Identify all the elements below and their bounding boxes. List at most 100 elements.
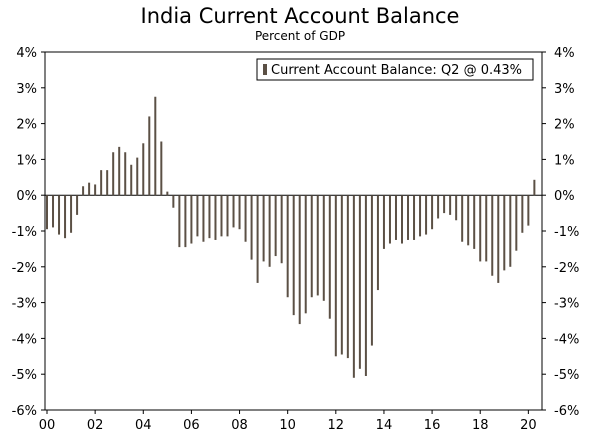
bar <box>316 195 319 296</box>
x-tick-label: 06 <box>183 418 200 433</box>
y-tick-label-left: -2% <box>12 261 37 276</box>
bar <box>148 116 151 196</box>
bar <box>172 195 175 208</box>
y-tick-label-right: 4% <box>554 46 575 61</box>
y-tick-label-left: 2% <box>16 118 37 133</box>
bar <box>388 195 391 244</box>
y-tick-label-right: -4% <box>554 332 579 347</box>
bar <box>196 195 199 237</box>
bar <box>340 195 343 355</box>
bar <box>208 195 211 239</box>
y-tick-label-left: -3% <box>12 297 37 312</box>
bar <box>485 195 488 262</box>
x-tick-label: 08 <box>231 418 248 433</box>
bar <box>401 195 403 244</box>
bar <box>455 195 458 221</box>
bar <box>382 195 385 249</box>
bar <box>112 152 115 196</box>
bar <box>244 195 247 242</box>
bar <box>352 195 355 378</box>
bar <box>515 195 518 251</box>
bar <box>220 195 223 237</box>
bar <box>166 191 169 196</box>
bar <box>497 195 500 283</box>
y-tick-label-left: -4% <box>12 332 37 347</box>
bar <box>298 195 301 325</box>
bar <box>328 195 331 319</box>
bar <box>52 195 55 228</box>
x-tick-label: 00 <box>39 418 56 433</box>
bar <box>82 186 85 196</box>
bar <box>346 195 349 359</box>
bar <box>238 195 241 230</box>
bar <box>190 195 193 244</box>
bar <box>256 195 259 283</box>
bar <box>142 143 145 196</box>
bar <box>479 195 482 262</box>
chart-subtitle: Percent of GDP <box>254 29 346 43</box>
bar <box>184 195 187 248</box>
x-tick-label: 04 <box>135 418 152 433</box>
bar <box>100 170 103 196</box>
bar <box>310 195 313 298</box>
bar <box>160 141 163 196</box>
bar <box>70 195 73 233</box>
bar <box>178 195 181 248</box>
bar <box>491 195 494 276</box>
bar <box>334 195 337 357</box>
bar <box>394 195 397 240</box>
bar <box>202 195 205 242</box>
bar <box>322 195 325 301</box>
bar <box>413 195 416 240</box>
y-tick-label-right: -6% <box>554 404 579 419</box>
bar <box>46 195 48 230</box>
bar <box>274 195 277 257</box>
axes: 4% 4% 3% 3% 2% 2% 1% 1% 0% 0% -1% -1% -2% -2% -3% -3% -4… <box>12 46 580 433</box>
y-tick-label-right: -2% <box>554 261 579 276</box>
bar <box>467 195 470 246</box>
bar <box>214 195 217 240</box>
bar <box>449 195 452 215</box>
x-tick-label: 18 <box>472 418 489 433</box>
y-tick-label-left: -6% <box>12 404 37 419</box>
bar <box>292 195 295 316</box>
chart-title: India Current Account Balance <box>140 4 460 28</box>
bar <box>64 195 67 239</box>
x-tick-label: 02 <box>87 418 104 433</box>
y-tick-label-left: -5% <box>12 368 37 383</box>
bar <box>106 170 109 196</box>
bar <box>130 164 133 196</box>
bar <box>461 195 464 242</box>
x-tick-label: 10 <box>279 418 296 433</box>
y-tick-label-right: 0% <box>554 189 575 204</box>
bar <box>124 152 127 196</box>
y-tick-label-right: -3% <box>554 297 579 312</box>
y-tick-label-left: 3% <box>16 82 37 97</box>
bar <box>509 195 512 267</box>
bar <box>419 195 422 237</box>
bar <box>88 182 91 196</box>
bar <box>533 179 536 196</box>
legend-label: Current Account Balance: Q2 @ 0.43% <box>271 63 522 78</box>
bar <box>154 96 157 196</box>
bar <box>76 195 79 215</box>
bar <box>226 195 229 237</box>
legend: Current Account Balance: Q2 @ 0.43% <box>256 58 534 81</box>
bar <box>118 146 121 196</box>
bar <box>304 195 307 314</box>
bar <box>94 184 97 196</box>
bar <box>425 195 428 235</box>
y-tick-label-left: 4% <box>16 46 37 61</box>
bar <box>280 195 283 264</box>
bar <box>431 195 434 230</box>
bar <box>268 195 271 267</box>
bar <box>232 195 235 228</box>
bar <box>286 195 289 298</box>
y-tick-label-right: 1% <box>554 153 575 168</box>
y-tick-label-right: 3% <box>554 82 575 97</box>
y-tick-label-right: 2% <box>554 118 575 133</box>
legend-box <box>256 58 534 81</box>
bar <box>473 195 476 249</box>
x-tick-label: 12 <box>328 418 345 433</box>
bar <box>503 195 506 271</box>
